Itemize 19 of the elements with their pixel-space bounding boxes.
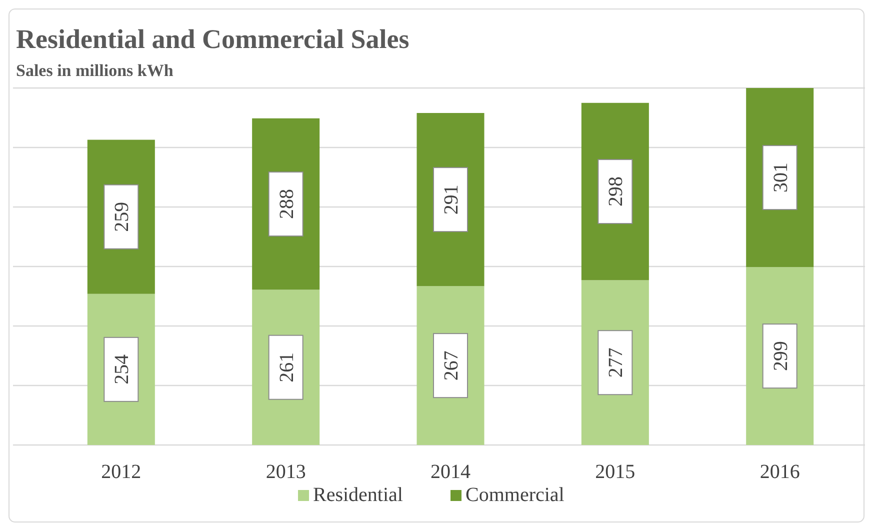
data-label: 261 (276, 352, 298, 382)
data-label: 259 (111, 202, 134, 232)
x-tick-label: 2015 (595, 461, 636, 483)
data-label: 291 (440, 184, 462, 215)
data-label: 254 (111, 354, 134, 384)
legend-label: Residential (313, 484, 404, 506)
x-tick-label: 2016 (760, 461, 800, 483)
data-label: 288 (276, 189, 298, 220)
legend-label: Commercial (466, 484, 565, 506)
x-tick-label: 2012 (101, 461, 142, 483)
data-label: 298 (605, 176, 628, 207)
data-label: 267 (440, 350, 462, 381)
x-tick-label: 2013 (266, 461, 306, 483)
x-tick-label: 2014 (430, 461, 470, 483)
data-label: 299 (770, 341, 792, 372)
data-label: 301 (770, 162, 792, 193)
data-label: 277 (605, 348, 628, 378)
chart-subtitle: Sales in millions kWh (16, 61, 174, 80)
chart-title: Residential and Commercial Sales (16, 24, 410, 54)
